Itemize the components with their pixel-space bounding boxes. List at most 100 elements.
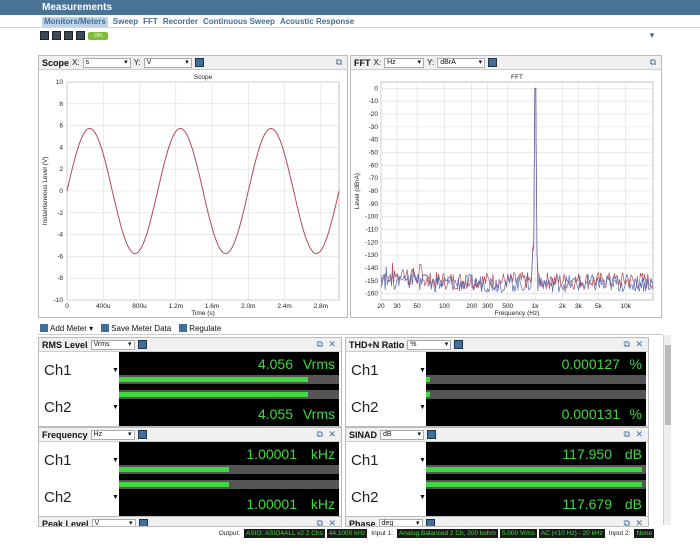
freq-unit-select[interactable]: Hz ▾	[90, 429, 135, 440]
status-bar: Output: ASIO: ASIO4ALL v2 2 Chs 44.1000 …	[200, 527, 700, 539]
level-bar	[426, 375, 646, 384]
close-icon[interactable]: ✕	[328, 518, 336, 527]
thdn-ratio-meter: THD+N Ratio % ▾ ⧉ ✕ Ch1 ▼ 0.000127% Ch2 ▼ 0…	[345, 337, 649, 427]
x-tick-label: 50	[413, 303, 421, 310]
popout-icon[interactable]: ⧉	[649, 57, 656, 67]
input1-device[interactable]: Analog Balanced 2 Ch, 200 kohm	[396, 528, 498, 538]
chevron-down-icon[interactable]: ▼	[419, 457, 426, 464]
fft-x-unit-select[interactable]: Hz ▾	[384, 57, 425, 68]
gear-icon[interactable]	[488, 58, 498, 67]
y-tick-label: -50	[369, 150, 379, 157]
chevron-down-icon[interactable]: ▼	[112, 367, 119, 374]
chevron-down-icon[interactable]: ▼	[112, 404, 119, 411]
sinad-unit-select[interactable]: dB ▾	[380, 429, 425, 440]
tab-acoustic-response[interactable]: Acoustic Response	[279, 17, 355, 26]
y-tick-label: 2	[59, 166, 63, 173]
popout-icon[interactable]: ⧉ ✕	[316, 429, 336, 439]
meter-value: 0.000127	[561, 356, 620, 372]
gear-icon[interactable]	[454, 340, 464, 349]
meter-unit: dB	[624, 446, 642, 462]
output-label: Output:	[218, 529, 241, 537]
fft-y-unit-select[interactable]: dBrA ▾	[437, 57, 486, 68]
peak-unit-select[interactable]: V ▾	[91, 518, 136, 527]
output-device[interactable]: ASIO: ASIO4ALL v2 2 Chs	[244, 528, 325, 538]
y-tick-label: 0	[59, 188, 63, 195]
layout-icon[interactable]	[40, 31, 49, 40]
popout-icon[interactable]: ⧉ ✕	[316, 518, 336, 527]
settings-icon[interactable]	[76, 31, 85, 40]
y-axis-label: Level (dBrA)	[354, 173, 361, 209]
gear-icon[interactable]	[427, 430, 437, 439]
popout-icon[interactable]: ⧉ ✕	[316, 339, 336, 349]
chevron-down-icon[interactable]: ▼	[112, 457, 119, 464]
x-tick-label: 400u	[96, 303, 111, 310]
tab-recorder[interactable]: Recorder	[162, 17, 198, 26]
meter-display: 4.056 Vrms	[119, 352, 339, 389]
tab-monitors-meters[interactable]: Monitors/Meters	[42, 17, 108, 27]
gear-icon[interactable]	[137, 430, 147, 439]
freq-unit: Hz	[93, 430, 103, 438]
tab-sweep[interactable]: Sweep	[112, 17, 139, 26]
chevron-down-icon[interactable]: ▼	[112, 494, 119, 501]
meter-value: 0.000131	[561, 406, 620, 422]
gear-icon[interactable]	[425, 519, 435, 526]
meter-value: 1.00001	[246, 446, 297, 462]
gear-icon[interactable]	[194, 58, 204, 67]
popout-icon[interactable]: ⧉	[335, 57, 342, 67]
fft-trace-ch2	[380, 88, 654, 294]
toolbar: ON	[38, 29, 662, 42]
frequency-meter: Frequency Hz ▾ ⧉ ✕ Ch1 ▼ 1.00001 kHz Ch2 ▼ 1…	[38, 427, 342, 517]
popout-icon[interactable]: ⧉ ✕	[623, 339, 643, 349]
x-axis-label: Frequency (Hz)	[495, 310, 540, 317]
input2-device[interactable]: None	[634, 528, 654, 538]
channel-label: Ch1	[351, 362, 379, 379]
sinad-meter: SINAD dB ▾ ⧉ ✕ Ch1 ▼ 117.950 dB Ch2 ▼ 117.67…	[345, 427, 649, 517]
chart-title: Scope	[194, 74, 213, 81]
regulate-button[interactable]: Regulate	[179, 324, 221, 333]
save-meter-data-button[interactable]: Save Meter Data	[101, 324, 171, 333]
close-icon[interactable]: ✕	[635, 339, 643, 349]
filter-icon[interactable]: ▼	[648, 31, 656, 40]
phase-unit-select[interactable]: deg ▾	[378, 518, 423, 526]
scope-y-unit-select[interactable]: V ▾	[143, 57, 192, 68]
gear-icon[interactable]	[138, 519, 148, 526]
close-icon[interactable]: ✕	[635, 518, 643, 527]
close-icon[interactable]: ✕	[635, 429, 643, 439]
tab-fft[interactable]: FFT	[143, 17, 158, 26]
chevron-down-icon[interactable]: ▼	[419, 404, 426, 411]
popout-icon[interactable]: ⧉ ✕	[623, 429, 643, 439]
chevron-down-icon[interactable]: ▼	[419, 367, 426, 374]
meter-title: RMS Level	[42, 339, 88, 350]
scrollbar-thumb[interactable]	[665, 345, 671, 425]
meter-unit: dB	[624, 496, 642, 512]
output-rate[interactable]: 44.1000 kHz	[326, 528, 368, 538]
input1-range[interactable]: 5.000 Vrms	[499, 528, 537, 538]
thdn-unit-select[interactable]: % ▾	[407, 339, 452, 350]
tab-continuous-sweep[interactable]: Continuous Sweep	[202, 17, 275, 26]
meters-scrollbar[interactable]	[663, 335, 671, 525]
add-meter-button[interactable]: Add Meter ▾	[40, 324, 93, 333]
close-icon[interactable]: ✕	[328, 339, 336, 349]
input1-filter[interactable]: AC (<10 Hz) - 20 kHz	[538, 528, 605, 538]
peak-unit: V	[94, 519, 100, 527]
rms-unit-select[interactable]: Vrms ▾	[90, 339, 135, 350]
scope-x-unit-select[interactable]: s ▾	[82, 57, 131, 68]
chevron-down-icon: ▾	[128, 430, 132, 438]
grid-icon[interactable]	[52, 31, 61, 40]
popout-icon[interactable]: ⧉ ✕	[623, 518, 643, 527]
close-icon[interactable]: ✕	[328, 429, 336, 439]
chevron-down-icon[interactable]: ▼	[419, 494, 426, 501]
meter-icon[interactable]	[64, 31, 73, 40]
y-tick-label: -60	[369, 162, 379, 169]
meter-unit: kHz	[310, 446, 335, 462]
x-tick-label: 500	[502, 303, 513, 310]
meter-display: 4.055 Vrms	[119, 389, 339, 426]
meter-unit: %	[629, 356, 642, 372]
level-bar	[119, 390, 339, 399]
meter-display: 117.679 dB	[426, 479, 646, 516]
meter-title: Peak Level	[42, 518, 89, 527]
gear-icon[interactable]	[137, 340, 147, 349]
level-fill	[119, 392, 309, 397]
generator-toggle[interactable]: ON	[88, 31, 108, 40]
phase-meter: Phase deg ▾ ⧉ ✕	[345, 516, 649, 527]
